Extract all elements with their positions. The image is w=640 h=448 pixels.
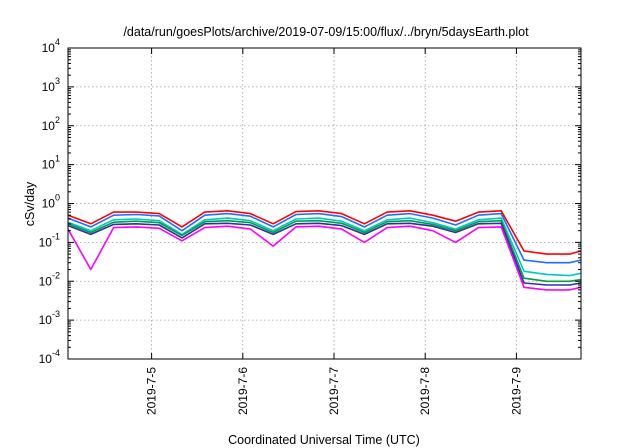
- y-tick-label: 10-3: [39, 309, 60, 327]
- series-line-4: [67, 219, 582, 283]
- x-tick-label: 2019-7-7: [327, 367, 341, 415]
- y-tick-label: 103: [42, 76, 60, 94]
- series-line-6: [67, 225, 582, 291]
- y-tick-label: 104: [42, 37, 60, 55]
- y-tick-label: 100: [42, 193, 60, 211]
- y-tick-label: 10-2: [39, 270, 60, 288]
- y-tick-label: 102: [42, 115, 60, 133]
- x-tick-label: 2019-7-9: [509, 367, 523, 415]
- x-axis-label: Coordinated Universal Time (UTC): [228, 433, 420, 447]
- series-line-1: [67, 210, 582, 255]
- series-layer: [67, 210, 582, 291]
- x-tick-label: 2019-7-5: [145, 367, 159, 415]
- y-tick-label: 101: [42, 154, 60, 172]
- grid: [68, 48, 581, 359]
- series-line-5: [67, 222, 582, 286]
- y-tick-label: 10-4: [39, 348, 60, 366]
- y-axis-label: cSv/day: [23, 181, 37, 226]
- x-tick-label: 2019-7-8: [418, 367, 432, 415]
- chart-title: /data/run/goesPlots/archive/2019-07-09/1…: [123, 25, 529, 39]
- x-tick-label: 2019-7-6: [236, 367, 250, 415]
- series-line-3: [67, 217, 582, 277]
- ticks: 10-4 10-3 10-2 10-1 100 101 102 103 104 2019-7-5 2…: [39, 37, 581, 415]
- series-line-2: [67, 212, 582, 264]
- y-tick-label: 10-1: [39, 231, 60, 249]
